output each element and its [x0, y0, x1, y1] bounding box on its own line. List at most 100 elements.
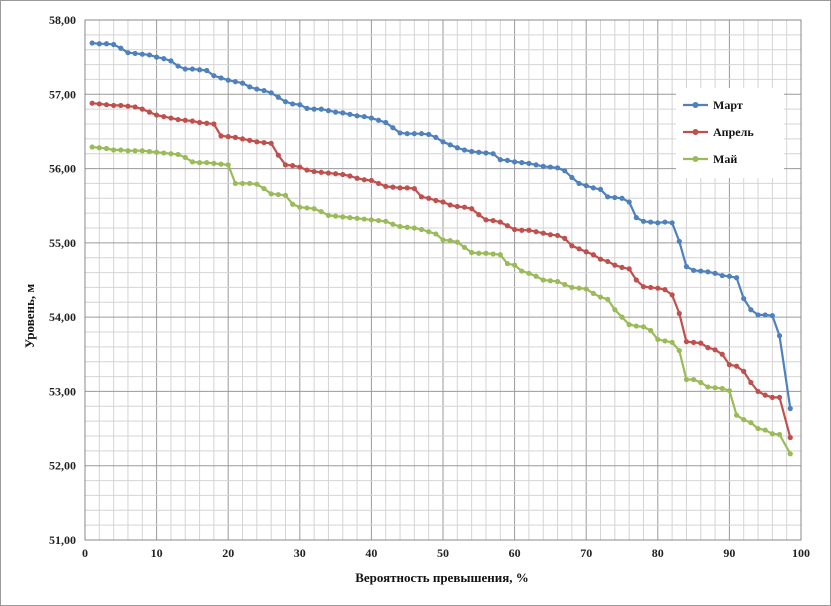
data-point: [111, 102, 117, 109]
data-point: [103, 145, 110, 152]
data-point: [290, 101, 296, 107]
data-point: [139, 148, 145, 154]
data-point: [275, 152, 281, 158]
data-point: [583, 183, 589, 189]
data-point: [719, 272, 725, 279]
data-point: [96, 41, 102, 47]
data-point: [769, 431, 775, 437]
data-point: [426, 131, 432, 137]
data-point: [519, 160, 525, 166]
data-point: [225, 162, 231, 168]
data-point: [375, 117, 382, 123]
data-point: [361, 216, 367, 222]
data-point: [211, 73, 217, 79]
y-tick-label: 57,00: [49, 87, 76, 101]
data-point: [562, 281, 568, 288]
data-point: [533, 162, 539, 168]
data-point: [648, 219, 654, 225]
data-point: [297, 204, 303, 210]
y-tick-label: 56,00: [49, 162, 76, 176]
data-point: [547, 164, 554, 170]
data-point: [461, 204, 468, 210]
legend-swatch-marker: [692, 129, 699, 135]
y-axis-title: Уровень, м: [22, 284, 37, 349]
x-tick-labels: 0 10 20 30 40 50 60 70 80 90 100: [82, 546, 810, 560]
data-point: [154, 112, 160, 118]
data-point: [404, 131, 410, 137]
data-point: [261, 139, 267, 146]
data-point: [254, 181, 260, 187]
data-point: [554, 278, 561, 285]
data-point: [526, 270, 532, 276]
data-point: [318, 209, 324, 215]
data-point: [511, 226, 518, 233]
y-tick-label: 52,00: [49, 459, 76, 473]
data-point: [118, 147, 124, 153]
data-point: [547, 232, 554, 238]
data-point: [254, 139, 260, 145]
data-point: [605, 296, 611, 302]
data-point: [533, 229, 539, 235]
data-point: [354, 113, 360, 119]
data-point: [605, 194, 611, 200]
data-point: [597, 294, 604, 300]
data-point: [89, 100, 95, 106]
data-point: [705, 269, 711, 275]
data-point: [118, 102, 124, 109]
y-tick-label: 53,00: [49, 384, 76, 398]
data-point: [447, 202, 453, 208]
data-point: [676, 347, 682, 354]
data-point: [361, 113, 367, 120]
data-point: [139, 51, 145, 57]
legend-label: Март: [713, 98, 743, 112]
data-point: [669, 339, 675, 345]
data-point: [111, 41, 117, 48]
data-point: [132, 50, 138, 57]
data-point: [719, 385, 725, 392]
data-point: [691, 376, 697, 383]
data-point: [139, 106, 145, 112]
data-point: [383, 119, 389, 126]
data-point: [504, 261, 511, 267]
data-point: [640, 284, 647, 290]
data-point: [161, 56, 167, 62]
legend-item: Май: [683, 152, 737, 166]
data-point: [111, 147, 117, 153]
data-point: [626, 266, 632, 272]
legend-item: Март: [683, 98, 743, 112]
data-point: [390, 221, 396, 227]
data-point: [741, 295, 747, 302]
data-point: [168, 151, 174, 157]
data-point: [189, 66, 195, 72]
data-point: [490, 217, 496, 224]
data-point: [447, 238, 453, 244]
x-tick-label: 0: [82, 546, 88, 560]
data-point: [454, 239, 460, 245]
data-point: [698, 340, 704, 346]
data-point: [633, 215, 639, 221]
data-point: [712, 385, 718, 391]
data-point: [454, 145, 460, 151]
data-point: [325, 170, 332, 176]
data-point: [125, 50, 131, 56]
data-point: [247, 137, 253, 143]
data-point: [347, 111, 353, 117]
data-point: [612, 307, 618, 313]
data-point: [619, 314, 625, 320]
x-tick-label: 100: [792, 546, 810, 560]
data-point: [640, 324, 647, 330]
data-point: [333, 213, 339, 219]
data-point: [146, 148, 153, 155]
data-point: [204, 160, 210, 166]
data-point: [626, 199, 632, 205]
data-point: [726, 362, 733, 368]
data-point: [318, 169, 324, 175]
data-point: [275, 94, 281, 100]
data-point: [469, 148, 475, 155]
x-axis-title: Вероятность превышения, %: [355, 570, 529, 585]
y-tick-labels: 51,00 52,00 53,00 54,00 55,00 56,00 57,00 58,00: [49, 13, 76, 547]
data-point: [347, 215, 353, 221]
data-point: [146, 109, 153, 115]
data-point: [196, 119, 203, 126]
data-point: [576, 180, 582, 187]
